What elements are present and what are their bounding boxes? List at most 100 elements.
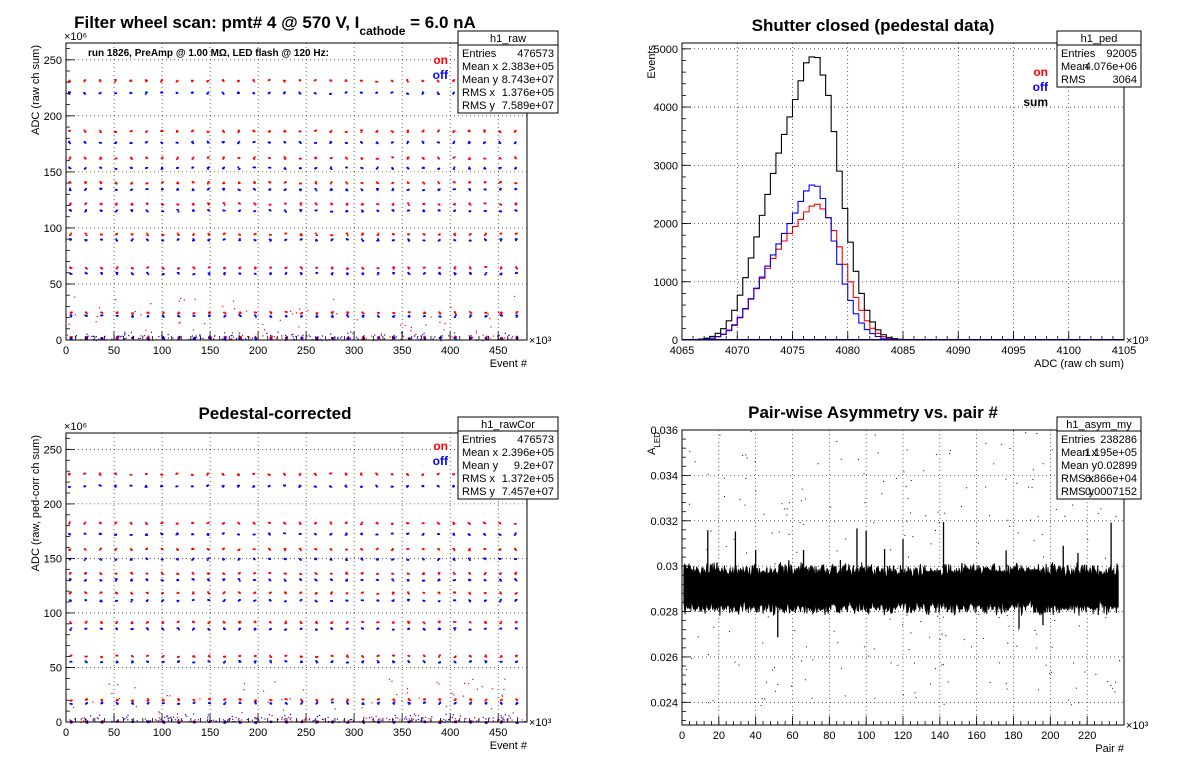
data-point	[239, 592, 241, 594]
data-point	[72, 706, 75, 708]
data-point	[345, 532, 348, 535]
data-point	[132, 312, 134, 315]
data-point	[314, 202, 317, 205]
data-point	[346, 204, 348, 206]
data-point	[362, 267, 365, 270]
data-point	[70, 721, 72, 724]
data-point	[1107, 681, 1109, 683]
data-point	[777, 683, 779, 685]
data-point	[85, 232, 87, 235]
data-point	[903, 471, 905, 473]
data-point	[361, 272, 364, 275]
data-point	[712, 700, 714, 702]
data-point	[437, 188, 440, 191]
data-point	[346, 698, 349, 701]
data-point	[745, 477, 747, 479]
data-point	[412, 718, 414, 720]
data-point	[115, 238, 118, 240]
data-point	[316, 312, 319, 314]
data-point	[85, 209, 88, 211]
data-point	[130, 523, 133, 525]
data-point	[514, 573, 517, 576]
data-point	[315, 167, 318, 169]
data-point	[284, 79, 286, 82]
data-point	[84, 557, 87, 560]
data-point	[235, 338, 238, 341]
data-point	[515, 238, 518, 240]
data-point	[245, 338, 247, 340]
data-point	[392, 316, 395, 318]
data-point	[70, 338, 73, 340]
data-point	[237, 166, 240, 169]
data-point	[1007, 642, 1009, 644]
data-point	[149, 338, 151, 340]
data-point	[254, 232, 257, 235]
data-point	[315, 573, 318, 575]
data-point	[330, 141, 333, 144]
data-point	[101, 622, 103, 624]
data-point	[438, 703, 441, 705]
data-point	[252, 129, 255, 132]
stats-key: Mean	[1061, 61, 1089, 73]
data-point	[484, 699, 487, 702]
data-point	[131, 599, 134, 601]
data-point	[334, 708, 336, 710]
data-point	[298, 326, 300, 328]
data-point	[255, 718, 257, 720]
data-point	[238, 533, 241, 536]
data-point	[515, 157, 518, 160]
data-point	[377, 703, 380, 705]
data-point	[947, 681, 949, 683]
data-point	[84, 188, 87, 191]
data-point	[454, 316, 456, 318]
data-point	[193, 312, 196, 314]
data-point	[754, 460, 756, 462]
data-point	[484, 141, 486, 144]
data-point	[238, 557, 241, 560]
data-point	[232, 718, 234, 720]
data-point	[268, 92, 271, 95]
data-point	[438, 312, 441, 314]
data-point	[145, 622, 148, 624]
data-point	[417, 718, 420, 721]
data-point	[392, 167, 394, 170]
data-point	[423, 210, 426, 213]
data-point	[104, 335, 106, 337]
data-point	[238, 267, 241, 270]
data-point	[269, 599, 272, 602]
data-point	[308, 719, 310, 721]
data-point	[362, 591, 364, 594]
data-point	[237, 522, 240, 524]
data-point	[238, 189, 241, 192]
data-point	[161, 156, 164, 159]
data-point	[421, 719, 423, 721]
data-point	[362, 210, 364, 213]
data-point	[269, 627, 272, 630]
data-point	[225, 336, 227, 338]
data-point	[208, 660, 211, 663]
data-point	[422, 210, 425, 213]
data-point	[195, 335, 197, 337]
data-point	[945, 635, 947, 637]
data-point	[254, 273, 257, 275]
data-point	[407, 701, 410, 704]
data-point	[100, 203, 103, 205]
data-point	[484, 233, 487, 236]
data-point	[484, 167, 487, 170]
data-point	[207, 187, 210, 190]
data-point	[143, 335, 145, 337]
data-point	[281, 718, 283, 721]
data-point	[1108, 597, 1110, 599]
data-point	[254, 335, 257, 338]
data-point	[241, 711, 243, 714]
data-point	[453, 485, 455, 488]
data-point	[836, 550, 838, 552]
data-point	[378, 654, 380, 657]
data-point	[159, 719, 161, 721]
data-point	[445, 705, 448, 707]
data-point	[117, 335, 119, 338]
chart-panel-1: 0 50 100 150 200 250 300 350 400 4500501001502002…	[30, 13, 559, 370]
data-point	[804, 679, 806, 681]
data-point	[437, 485, 440, 488]
data-point	[424, 272, 426, 274]
